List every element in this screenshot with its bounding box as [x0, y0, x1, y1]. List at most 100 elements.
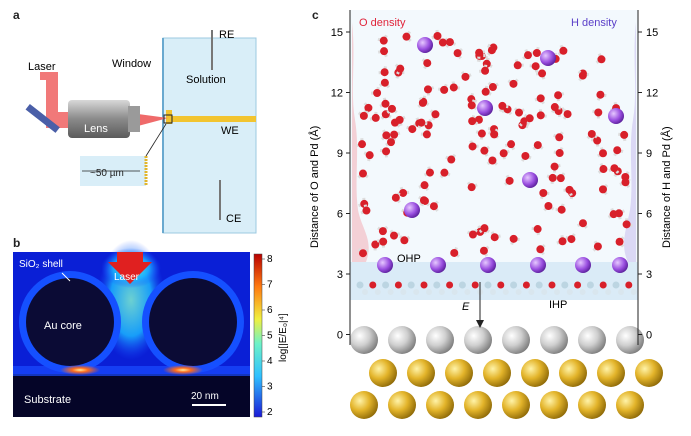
ihp-atom: [574, 281, 582, 289]
water-molecule: [445, 153, 457, 164]
cation-layer: [377, 37, 628, 273]
we-label: WE: [221, 125, 239, 137]
water-molecule: [445, 38, 457, 48]
water-molecule: [363, 151, 374, 162]
water-molecules: [355, 29, 633, 258]
water-molecule: [418, 181, 430, 192]
ihp-atom: [387, 289, 394, 295]
water-molecule: [398, 235, 411, 245]
water-molecule: [486, 156, 498, 166]
focus-box: [163, 114, 173, 124]
au-atom: [521, 359, 549, 387]
solution-label: Solution: [186, 74, 226, 86]
mirror: [25, 103, 60, 133]
water-molecule: [619, 178, 631, 189]
water-molecule: [535, 69, 547, 80]
laser-label: Laser: [28, 61, 56, 73]
shell-label: SiO₂ shell: [19, 259, 63, 270]
water-molecule: [475, 129, 486, 140]
water-molecule: [555, 203, 566, 214]
water-molecule: [556, 235, 567, 246]
left-tick-label: 9: [337, 148, 343, 160]
water-molecule: [595, 53, 606, 64]
colorbar-tick-label: 3: [267, 382, 273, 393]
re-label: RE: [219, 29, 234, 41]
water-molecule: [598, 183, 609, 196]
water-molecule: [377, 237, 388, 248]
right-tick-label: 6: [646, 209, 652, 221]
ihp-atom: [433, 281, 441, 289]
laser-b-label: Laser: [114, 272, 140, 283]
ihp-adsorbates: [356, 281, 637, 295]
pd-atom: [578, 326, 606, 354]
water-molecule: [406, 123, 417, 134]
water-molecule: [504, 140, 516, 151]
we-electrode: [168, 116, 256, 122]
cation: [612, 257, 628, 273]
ihp-atom: [490, 289, 496, 295]
water-molecule: [377, 225, 389, 236]
colorbar-label: log[|E/E₀|⁴]: [278, 313, 289, 362]
water-molecule: [536, 109, 547, 120]
water-molecule: [378, 78, 391, 89]
water-molecule: [529, 62, 540, 73]
au-atom: [350, 391, 378, 419]
field-arrowhead: [476, 320, 484, 328]
laser-arrow: [108, 252, 152, 284]
ihp-atom: [630, 289, 637, 295]
zoom-line: [145, 123, 167, 157]
water-molecule: [417, 118, 428, 129]
ihp-atom: [625, 281, 633, 289]
water-molecule: [466, 181, 478, 192]
ihp-atom: [356, 281, 364, 289]
cation: [480, 257, 496, 273]
right-tick-label: 15: [646, 27, 658, 39]
left-tick-label: 3: [337, 269, 343, 281]
pd-atom: [388, 326, 416, 354]
water-molecule: [478, 224, 491, 234]
water-molecule: [377, 47, 389, 58]
water-molecule: [513, 107, 525, 117]
colorbar: 8 7 6 5 4 3 2 log[|E/E₀|⁴]: [253, 253, 289, 418]
water-molecule: [486, 44, 496, 56]
cation: [530, 257, 546, 273]
water-molecule: [399, 186, 410, 197]
water-molecule: [523, 113, 534, 125]
water-molecule: [478, 64, 490, 75]
water-molecule: [498, 101, 509, 113]
solution-box: [162, 37, 257, 234]
substrate: [13, 374, 250, 417]
water-molecule: [531, 225, 542, 236]
water-molecule: [487, 81, 499, 92]
ihp-atom: [535, 281, 543, 289]
water-molecule: [618, 130, 629, 142]
inset-scale-label: ~50 µm: [90, 168, 124, 179]
water-molecule: [591, 136, 602, 147]
water-molecule: [553, 146, 564, 158]
water-molecule: [395, 115, 406, 127]
ihp-atom: [382, 281, 390, 289]
water-molecule: [466, 228, 478, 239]
ihp-atom: [528, 289, 535, 295]
hotspot-left: [60, 365, 100, 375]
ihp-atom: [612, 281, 620, 289]
water-molecule: [576, 219, 588, 229]
water-molecule: [534, 94, 545, 105]
water-molecule: [479, 245, 490, 257]
panel-a-label: a: [13, 8, 20, 22]
water-molecule: [467, 99, 478, 111]
right-tick-label: 9: [646, 148, 652, 160]
right-tick-label: 3: [646, 269, 652, 281]
panel-c-interface: E OHP IHP O density H density 15 15 12 12 9 9…: [308, 10, 673, 419]
water-molecule: [562, 108, 572, 120]
ihp-atom: [413, 289, 420, 295]
cation: [430, 257, 446, 273]
ihp-atom: [515, 289, 522, 295]
ihp-atom: [420, 281, 428, 289]
water-molecule: [389, 229, 401, 240]
au-atom: [445, 359, 473, 387]
water-molecule: [592, 108, 603, 119]
water-molecule: [385, 135, 396, 147]
au-atom: [483, 359, 511, 387]
